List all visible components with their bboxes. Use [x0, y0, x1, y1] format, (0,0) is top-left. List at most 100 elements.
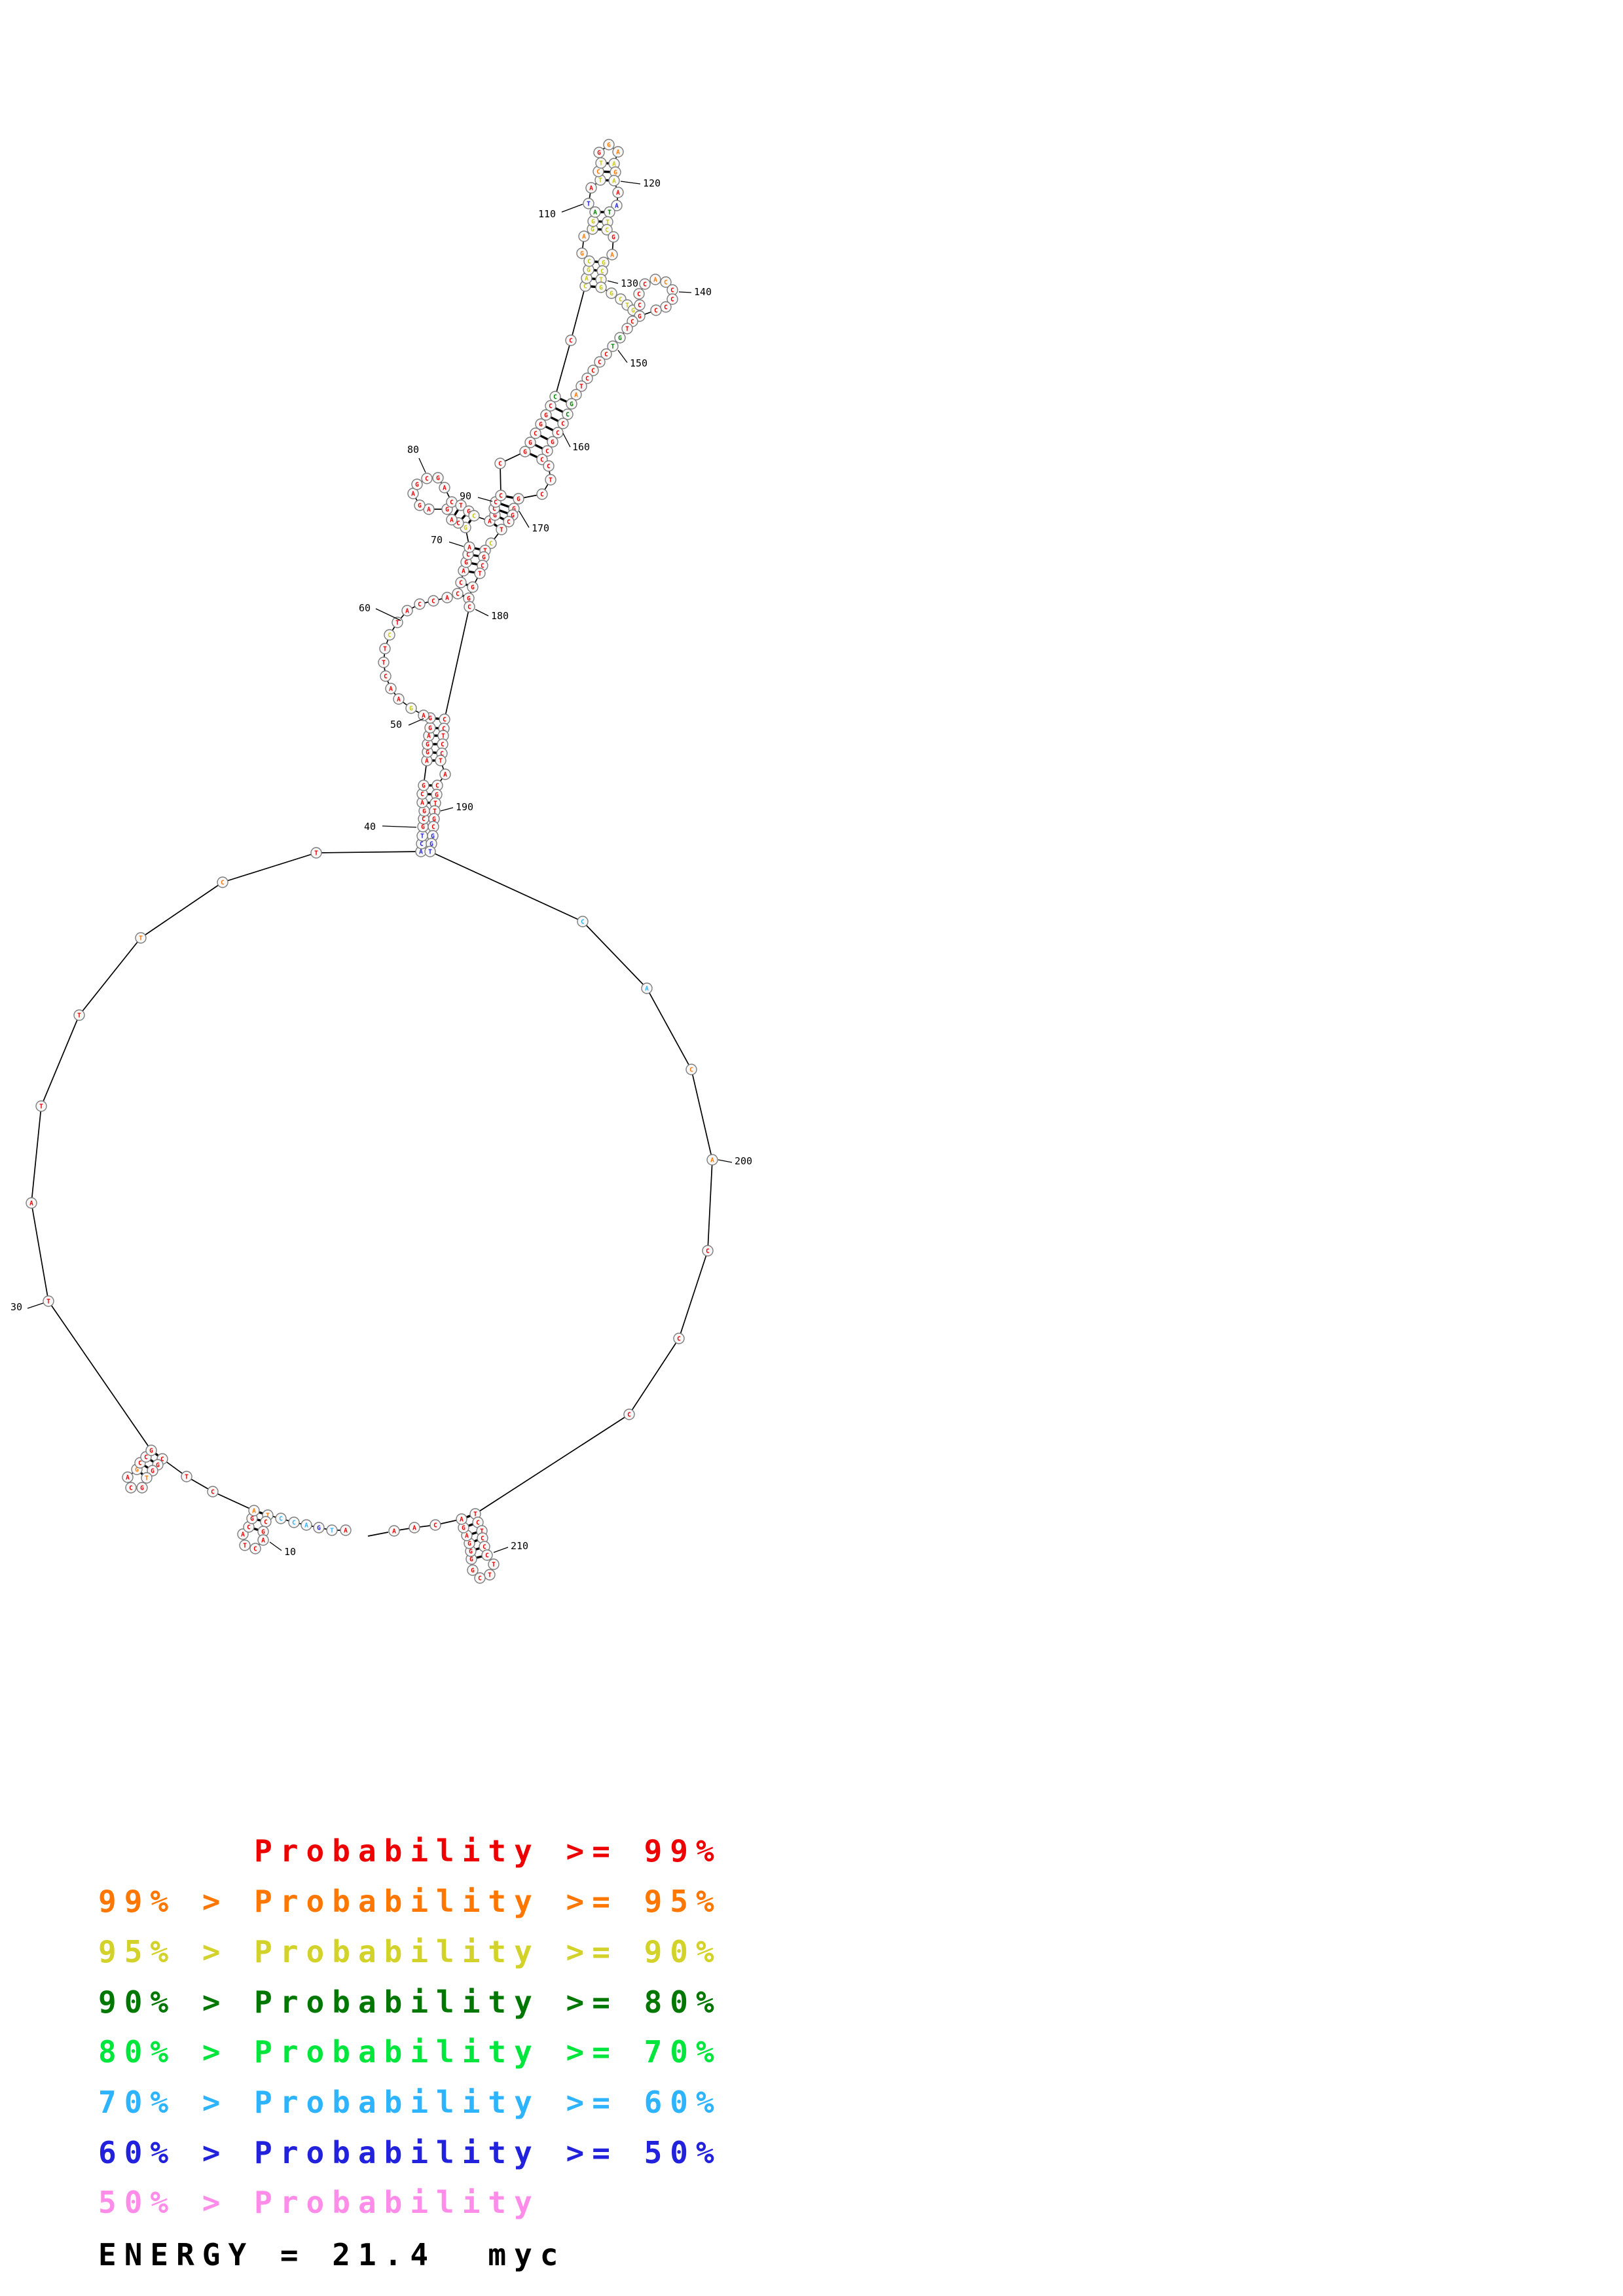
- nucleotide-letter: T: [611, 343, 615, 350]
- nucleotide-circle: [495, 490, 507, 501]
- position-label-30: 30: [10, 1301, 22, 1313]
- nucleotide-circle: [421, 473, 433, 484]
- nucleotide-letter: G: [591, 218, 595, 225]
- legend-item-90: 95% > Probability >= 90%: [98, 1934, 722, 1969]
- nucleotide-circle: [519, 446, 531, 457]
- nucleotide-letter: G: [631, 307, 635, 314]
- nucleotide-letter: C: [279, 1515, 283, 1522]
- nucleotide-circle: [547, 436, 558, 448]
- nucleotide-letter: A: [488, 518, 492, 525]
- nucleotide-letter: G: [135, 1466, 139, 1473]
- position-label-170: 170: [532, 522, 549, 534]
- nucleotide-circle: [435, 755, 447, 766]
- nucleotide-circle: [455, 577, 467, 588]
- nucleotide-letter: A: [645, 985, 649, 992]
- nucleotide-circle: [543, 460, 555, 472]
- nucleotide-circle: [288, 1516, 300, 1528]
- nucleotide-letter: A: [397, 696, 401, 703]
- nucleotide-letter: A: [252, 1507, 256, 1515]
- nucleotide-letter: A: [460, 1516, 464, 1523]
- backbone-segment: [475, 1414, 630, 1515]
- label-leader-line: [448, 541, 464, 547]
- nucleotide-letter: C: [481, 562, 484, 569]
- nucleotide-letter: C: [689, 1066, 693, 1073]
- nucleotide-letter: T: [139, 935, 143, 942]
- nucleotide-letter: A: [425, 757, 429, 764]
- nucleotide-circle: [702, 1245, 714, 1257]
- nucleotide-letter: G: [467, 508, 471, 515]
- nucleotide-letter: G: [250, 1515, 254, 1522]
- nucleotide-circle: [385, 683, 397, 694]
- nucleotide-letter: C: [478, 1575, 482, 1582]
- label-leader-line: [620, 181, 641, 185]
- nucleotide-letter: C: [638, 302, 642, 309]
- nucleotide-letter: G: [544, 412, 548, 419]
- nucleotide-circle: [606, 249, 618, 260]
- label-leader-line: [375, 608, 401, 621]
- nucleotide-letter: G: [149, 1447, 153, 1454]
- nucleotide-circle: [673, 1333, 685, 1344]
- nucleotide-letter: A: [443, 771, 447, 778]
- nucleotide-letter: G: [317, 1524, 321, 1532]
- nucleotide-circle: [685, 1064, 697, 1075]
- nucleotide-circle: [257, 1534, 269, 1546]
- nucleotide-letter: C: [598, 359, 602, 366]
- nucleotide-letter: G: [428, 715, 432, 722]
- nucleotide-letter: T: [587, 200, 591, 207]
- nucleotide-letter: C: [585, 375, 589, 382]
- nucleotide-letter: C: [292, 1519, 296, 1526]
- nucleotide-circle: [405, 702, 417, 714]
- nucleotide-circle: [666, 293, 678, 305]
- nucleotide-letter: T: [608, 209, 611, 216]
- nucleotide-letter: G: [140, 1484, 144, 1492]
- nucleotide-letter: C: [483, 1543, 486, 1551]
- nucleotide-circle: [414, 499, 426, 511]
- nucleotide-letter: A: [612, 160, 616, 168]
- nucleotide-letter: G: [597, 149, 601, 156]
- nucleotide-circle: [606, 287, 617, 299]
- nucleotide-letter: C: [619, 296, 623, 303]
- nucleotide-letter: A: [616, 189, 620, 196]
- nucleotide-letter: A: [610, 251, 614, 259]
- nucleotide-circle: [35, 1100, 47, 1112]
- position-label-120: 120: [643, 177, 661, 189]
- backbone-segment: [31, 1105, 42, 1204]
- nucleotide-letter: G: [610, 290, 613, 297]
- label-leader-line: [408, 718, 424, 726]
- label-leader-line: [617, 350, 628, 363]
- nucleotide-letter: C: [422, 816, 426, 823]
- nucleotide-circle: [634, 299, 646, 311]
- nucleotide-circle: [614, 332, 626, 344]
- nucleotide-letter: C: [440, 750, 444, 757]
- nucleotide-circle: [608, 231, 619, 243]
- nucleotide-circle: [549, 391, 561, 403]
- nucleotide-circle: [530, 427, 541, 439]
- label-leader-line: [418, 457, 426, 473]
- nucleotide-circle: [439, 482, 450, 493]
- nucleotide-letter: C: [581, 918, 585, 925]
- nucleotide-circle: [570, 389, 582, 401]
- nucleotide-letter: A: [427, 732, 431, 740]
- label-leader-line: [678, 291, 692, 293]
- nucleotide-letter: T: [473, 1511, 477, 1518]
- nucleotide-letter: C: [442, 725, 446, 732]
- nucleotide-circle: [608, 175, 620, 187]
- nucleotide-letter: C: [591, 367, 595, 374]
- position-label-40: 40: [364, 821, 376, 833]
- nucleotide-letter: T: [383, 645, 387, 653]
- nucleotide-circle: [639, 278, 651, 290]
- position-label-10: 10: [284, 1546, 296, 1558]
- nucleotide-letter: C: [476, 1519, 480, 1526]
- nucleotide-letter: A: [29, 1200, 33, 1207]
- nucleotide-circle: [494, 457, 506, 469]
- nucleotide-letter: A: [465, 1532, 469, 1539]
- nucleotide-circle: [249, 1543, 261, 1554]
- nucleotide-letter: C: [553, 393, 557, 401]
- nucleotide-circle: [141, 1472, 153, 1484]
- nucleotide-circle: [393, 693, 405, 705]
- nucleotide-letter: A: [462, 567, 465, 575]
- nucleotide-letter: G: [551, 439, 555, 446]
- nucleotide-circle: [43, 1295, 54, 1307]
- nucleotide-letter: T: [549, 476, 553, 484]
